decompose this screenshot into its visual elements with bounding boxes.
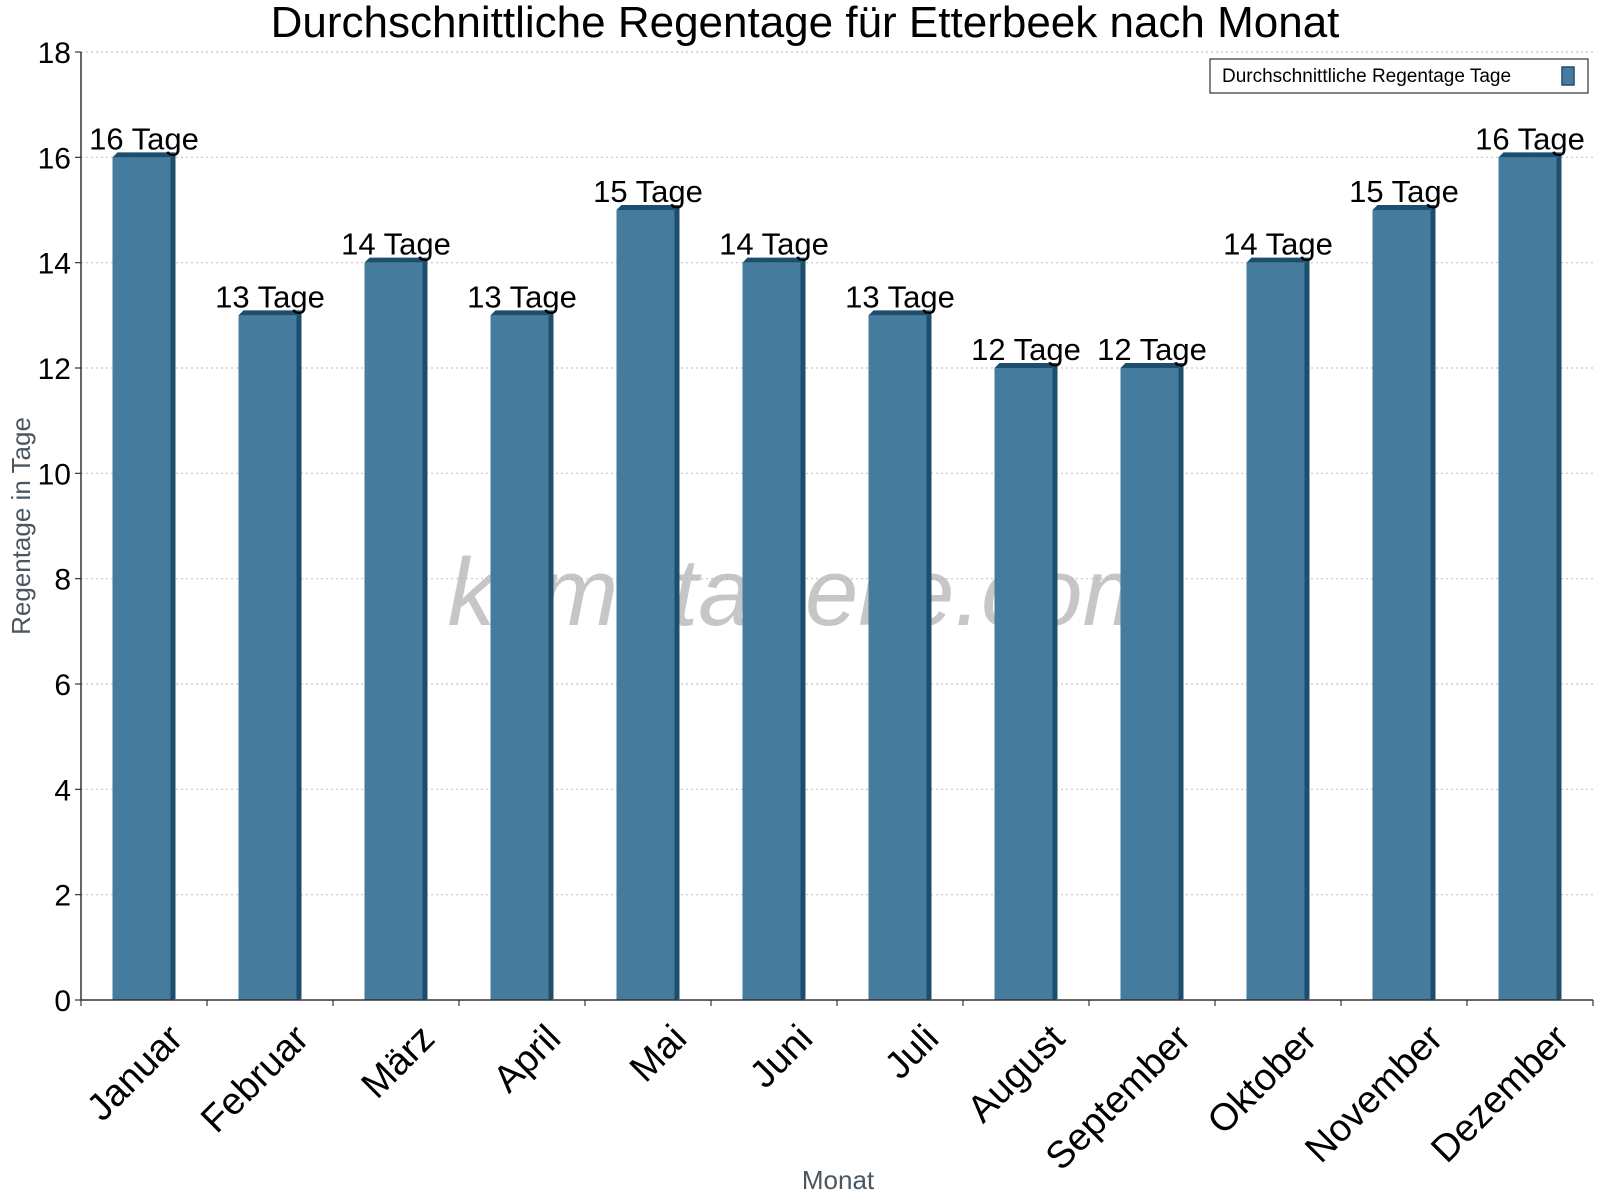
y-tick-labels: 0 2 4 6 8 10 12 14 16 18 bbox=[38, 37, 81, 1018]
bar-dezember bbox=[1498, 152, 1562, 1001]
x-tick-label: Januar bbox=[79, 1017, 191, 1129]
x-tick-label: Dezember bbox=[1423, 1017, 1577, 1171]
bar-face bbox=[868, 315, 927, 1000]
legend-swatch bbox=[1561, 66, 1575, 86]
bar-juni bbox=[742, 257, 806, 1001]
data-labels: 16 Tage 13 Tage 14 Tage 13 Tage 15 Tage 14 Ta… bbox=[89, 121, 1585, 367]
bar-top bbox=[490, 310, 554, 316]
bar-top bbox=[616, 205, 680, 210]
bar-september bbox=[1120, 363, 1184, 1000]
y-tick-label: 8 bbox=[54, 564, 71, 597]
x-axis-title: Monat bbox=[802, 1165, 875, 1195]
bar-side bbox=[296, 310, 302, 1000]
x-tick-label: Juli bbox=[877, 1017, 947, 1087]
x-tick-label: August bbox=[960, 1017, 1074, 1131]
bar-november bbox=[1372, 205, 1436, 1000]
bar-august bbox=[994, 363, 1058, 1000]
gridlines bbox=[81, 51, 1593, 896]
x-tick-label: November bbox=[1297, 1017, 1451, 1171]
bar-top bbox=[1372, 205, 1436, 210]
x-tick-labels: Januar Februar März April Mai Juni Juli AugustS… bbox=[79, 1000, 1594, 1178]
legend-box bbox=[1209, 58, 1589, 94]
bar-side bbox=[170, 152, 176, 1001]
data-label: 15 Tage bbox=[593, 174, 703, 209]
bar-side bbox=[548, 310, 554, 1000]
bar-face bbox=[238, 315, 297, 1000]
y-axis-title: Regentage in Tage bbox=[6, 417, 36, 635]
x-tick-label: März bbox=[354, 1017, 443, 1106]
bar-mai bbox=[616, 205, 680, 1000]
bar-februar bbox=[238, 310, 302, 1000]
bar-top bbox=[742, 257, 806, 263]
data-label: 14 Tage bbox=[341, 227, 451, 262]
bar-side bbox=[1052, 363, 1058, 1000]
bar-side bbox=[926, 310, 932, 1000]
data-label: 13 Tage bbox=[467, 279, 577, 314]
data-label: 13 Tage bbox=[215, 279, 325, 314]
legend-label: Durchschnittliche Regentage Tage bbox=[1222, 66, 1511, 87]
bar-side bbox=[1304, 257, 1310, 1001]
bar-top bbox=[994, 363, 1058, 368]
data-label: 14 Tage bbox=[719, 227, 829, 262]
data-label: 14 Tage bbox=[1223, 227, 1333, 262]
bar-face bbox=[1120, 368, 1179, 1000]
bar-top bbox=[1498, 152, 1562, 158]
bar-april bbox=[490, 310, 554, 1000]
y-tick-label: 2 bbox=[54, 880, 71, 913]
bar-face bbox=[112, 157, 171, 1001]
bar-face bbox=[364, 262, 423, 1001]
bar-side bbox=[1430, 205, 1436, 1000]
y-tick-label: 12 bbox=[38, 353, 71, 386]
bar-top bbox=[1120, 363, 1184, 368]
bar-side bbox=[1178, 363, 1184, 1000]
bar-oktober bbox=[1246, 257, 1310, 1001]
y-tick-label: 6 bbox=[54, 669, 71, 702]
bar-top bbox=[868, 310, 932, 316]
bar-januar bbox=[112, 152, 176, 1001]
y-tick-label: 14 bbox=[38, 248, 71, 281]
y-tick-label: 18 bbox=[38, 37, 71, 70]
legend: Durchschnittliche Regentage Tage bbox=[1209, 58, 1589, 94]
bar-face bbox=[1498, 157, 1557, 1001]
data-label: 16 Tage bbox=[1475, 121, 1585, 156]
data-label: 16 Tage bbox=[89, 121, 199, 156]
chart-title: Durchschnittliche Regentage für Etterbee… bbox=[271, 0, 1340, 47]
data-label: 12 Tage bbox=[1097, 332, 1207, 367]
bar-side bbox=[800, 257, 806, 1001]
x-tick-label: Februar bbox=[193, 1017, 317, 1141]
y-tick-label: 0 bbox=[54, 985, 71, 1018]
y-tick-label: 16 bbox=[38, 142, 71, 175]
bar-side bbox=[422, 257, 428, 1001]
x-tick-label: Mai bbox=[622, 1017, 695, 1090]
bar-top bbox=[1246, 257, 1310, 263]
bar-face bbox=[616, 210, 675, 1000]
bar-side bbox=[674, 205, 680, 1000]
bar-face bbox=[1246, 262, 1305, 1001]
x-tick-label: April bbox=[486, 1017, 569, 1100]
bar-top bbox=[112, 152, 176, 158]
bar-series bbox=[112, 152, 1562, 1001]
bar-märz bbox=[364, 257, 428, 1001]
bar-side bbox=[1556, 152, 1562, 1001]
x-tick-label: Oktober bbox=[1200, 1017, 1326, 1143]
bar-top bbox=[364, 257, 428, 263]
bar-top bbox=[238, 310, 302, 316]
bar-face bbox=[994, 368, 1053, 1000]
y-tick-label: 4 bbox=[54, 774, 71, 807]
bar-face bbox=[490, 315, 549, 1000]
bar-juli bbox=[868, 310, 932, 1000]
bar-face bbox=[1372, 210, 1431, 1000]
x-tick-label: Juni bbox=[742, 1017, 821, 1096]
data-label: 12 Tage bbox=[971, 332, 1081, 367]
data-label: 15 Tage bbox=[1349, 174, 1459, 209]
data-label: 13 Tage bbox=[845, 279, 955, 314]
bar-face bbox=[742, 262, 801, 1001]
y-tick-label: 10 bbox=[38, 458, 71, 491]
